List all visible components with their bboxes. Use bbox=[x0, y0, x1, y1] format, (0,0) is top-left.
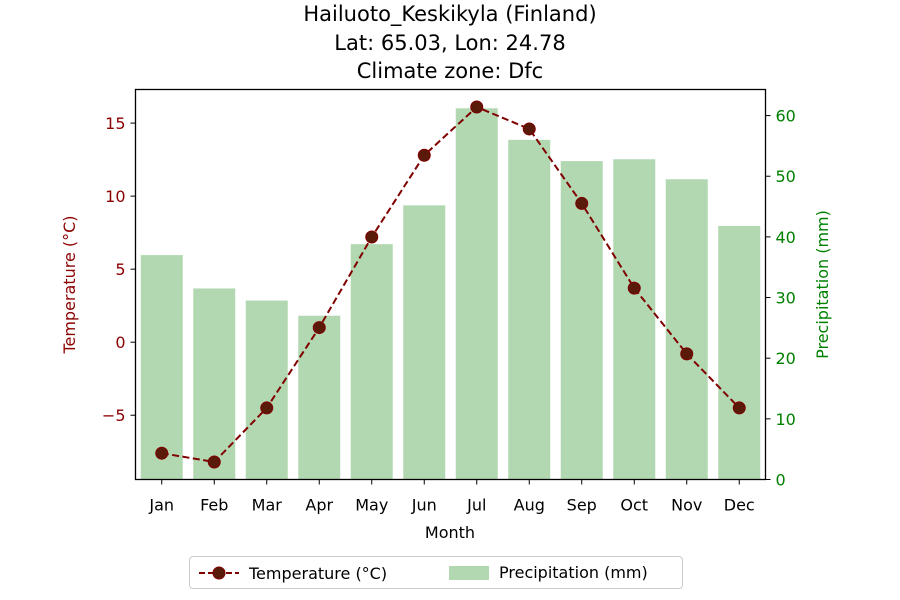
x-tick-label-oct: Oct bbox=[620, 496, 648, 515]
precip-bar-nov bbox=[665, 179, 708, 480]
x-tick-label-apr: Apr bbox=[305, 496, 333, 515]
x-tick-label-jul: Jul bbox=[466, 496, 486, 515]
y-left-tick-label: 10 bbox=[105, 187, 125, 206]
precip-bar-jan bbox=[140, 255, 183, 480]
temp-point-jun bbox=[417, 148, 431, 162]
temperature-line-swatch-icon bbox=[199, 566, 239, 580]
y-right-axis-label: Precipitation (mm) bbox=[813, 210, 832, 359]
precip-bar-may bbox=[350, 244, 393, 480]
y-right-tick-label: 10 bbox=[776, 410, 796, 429]
temp-point-sep bbox=[575, 196, 589, 210]
x-axis-label: Month bbox=[425, 523, 475, 542]
plot-frame bbox=[134, 88, 767, 481]
y-right-tick-label: 0 bbox=[776, 471, 786, 490]
temperature-line-layer bbox=[155, 100, 746, 469]
temp-point-dec bbox=[732, 401, 746, 415]
chart-title: Hailuoto_Keskikyla (Finland) Lat: 65.03,… bbox=[0, 0, 900, 86]
temp-point-aug bbox=[522, 122, 536, 136]
temp-point-oct bbox=[627, 281, 641, 295]
y-right-tick-label: 30 bbox=[776, 289, 796, 308]
x-axis-ticks: Jan Feb Mar Apr May Jun Jul Aug Sep Oct Nov Dec bbox=[148, 479, 755, 515]
x-tick-label-may: May bbox=[355, 496, 388, 515]
temp-point-jan bbox=[155, 446, 169, 460]
precip-bar-sep bbox=[560, 161, 603, 480]
x-tick-label-jun: Jun bbox=[411, 496, 437, 515]
x-tick-label-dec: Dec bbox=[724, 496, 755, 515]
legend-label-temperature: Temperature (°C) bbox=[249, 563, 388, 583]
temp-point-may bbox=[365, 230, 379, 244]
y-right-axis-ticks: 0 10 20 30 40 50 60 bbox=[765, 107, 796, 490]
y-left-tick-label: 5 bbox=[115, 260, 125, 279]
y-left-axis-ticks: −5 0 5 10 15 bbox=[102, 114, 136, 425]
y-left-tick-label: 0 bbox=[115, 333, 125, 352]
title-line-3: Climate zone: Dfc bbox=[356, 59, 544, 83]
title-line-2: Lat: 65.03, Lon: 24.78 bbox=[334, 30, 566, 55]
precip-bar-mar bbox=[245, 300, 288, 480]
temp-point-feb bbox=[207, 455, 221, 469]
legend-label-precipitation: Precipitation (mm) bbox=[499, 563, 648, 582]
precipitation-bars bbox=[140, 108, 761, 480]
temp-point-jul bbox=[470, 100, 484, 114]
precipitation-bar-swatch-icon bbox=[449, 565, 489, 580]
y-right-tick-label: 60 bbox=[776, 107, 796, 126]
y-left-tick-label: −5 bbox=[102, 406, 126, 425]
x-tick-label-aug: Aug bbox=[514, 496, 545, 515]
x-tick-label-nov: Nov bbox=[671, 496, 702, 515]
precip-bar-feb bbox=[193, 288, 236, 480]
temp-point-mar bbox=[260, 401, 274, 415]
legend-item-precipitation: Precipitation (mm) bbox=[449, 563, 648, 582]
temperature-line bbox=[161, 105, 740, 464]
y-left-axis-label: Temperature (°C) bbox=[60, 215, 79, 354]
legend-item-temperature: Temperature (°C) bbox=[199, 563, 387, 583]
y-right-tick-label: 50 bbox=[776, 167, 796, 186]
x-tick-label-mar: Mar bbox=[252, 496, 283, 515]
x-tick-label-feb: Feb bbox=[200, 496, 228, 515]
x-tick-label-jan: Jan bbox=[148, 496, 174, 515]
y-right-tick-label: 40 bbox=[776, 228, 796, 247]
temp-point-apr bbox=[312, 321, 326, 335]
legend: Temperature (°C) Precipitation (mm) bbox=[189, 556, 683, 589]
precip-bar-apr bbox=[298, 315, 341, 480]
temp-point-nov bbox=[680, 347, 694, 361]
y-right-tick-label: 20 bbox=[776, 349, 796, 368]
y-left-tick-label: 15 bbox=[105, 114, 125, 133]
precip-bar-dec bbox=[718, 225, 761, 480]
title-line-1: Hailuoto_Keskikyla (Finland) bbox=[303, 2, 597, 26]
x-tick-label-sep: Sep bbox=[567, 496, 597, 515]
precip-bar-jun bbox=[403, 205, 446, 480]
precip-bar-oct bbox=[613, 159, 656, 480]
precip-bar-aug bbox=[508, 139, 551, 480]
precip-bar-jul bbox=[455, 108, 498, 480]
